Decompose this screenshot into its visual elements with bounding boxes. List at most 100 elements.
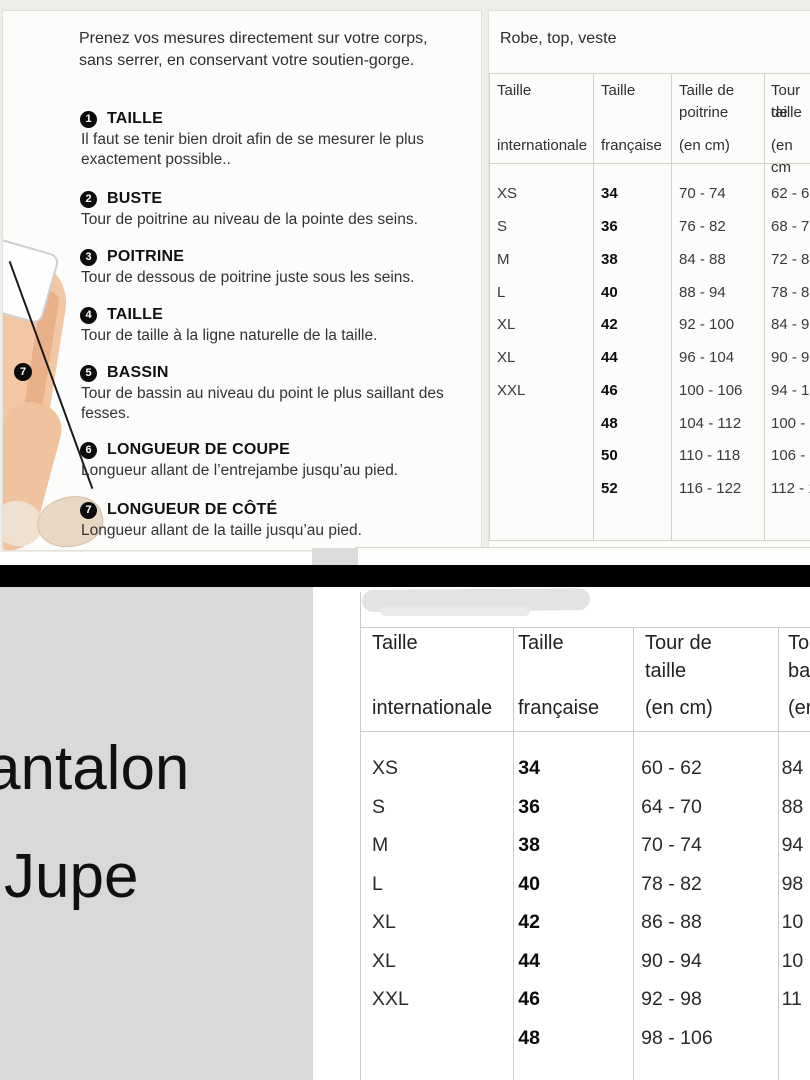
cell-tour-bassin: 88 — [781, 796, 804, 818]
table-row: M 38 84 - 88 72 - 84 — [489, 243, 810, 276]
cell-size-intl: XXL — [497, 382, 526, 399]
grid-line — [489, 163, 810, 164]
item-desc-line: Tour de poitrine au niveau de la pointe … — [81, 211, 418, 228]
col-header-tour-taille-2: taille — [645, 660, 687, 682]
cell-tour-taille: 112 - 1 — [771, 480, 810, 497]
cell-size-intl — [361, 1019, 511, 1057]
cell-size-fr: 50 — [601, 447, 618, 464]
table-row: XXL 46 92 - 98 11 — [361, 980, 810, 1018]
cell-size-intl: XS — [497, 185, 518, 202]
item-title: LONGUEUR DE COUPE — [107, 441, 290, 458]
cell-tour-taille: 84 - 92 — [771, 316, 810, 333]
cell-size-intl — [489, 407, 593, 440]
item-title: POITRINE — [107, 248, 185, 265]
cell-tour-bassin: 94 — [781, 834, 804, 856]
item-desc-line: Longueur allant de la taille jusqu’au pi… — [81, 522, 362, 539]
cell-tour-bassin: 98 — [781, 873, 804, 895]
label-pantalon: antalon — [0, 734, 190, 803]
cell-tour-bassin: 11 — [781, 988, 802, 1010]
table-row: 50 110 - 118 106 - 1 — [489, 439, 810, 472]
cell-tour-bassin: 10 — [781, 911, 804, 933]
col-header-tour-taille: Tour de — [771, 82, 801, 121]
cell-size-intl: XL — [497, 316, 516, 333]
cell-tour-taille: 86 - 88 — [641, 911, 702, 933]
gray-corner-artifact — [312, 548, 358, 565]
grid-line — [360, 592, 361, 1080]
intro-line-2: sans serrer, en conservant votre soutien… — [79, 51, 415, 69]
table-row: XL 42 92 - 100 84 - 92 — [489, 308, 810, 341]
cell-size-fr: 44 — [518, 950, 540, 972]
cell-size-fr: 34 — [601, 185, 618, 202]
grid-line — [778, 627, 779, 1080]
label-jupe: Jupe — [4, 842, 139, 911]
measure-item-longueur-cote: 7 LONGUEUR DE CÔTÉ Longueur allant de la … — [80, 501, 480, 541]
table-row: XL 44 96 - 104 90 - 96 — [489, 341, 810, 374]
cell-size-fr: 36 — [601, 218, 618, 235]
table-row: M 38 70 - 74 94 — [361, 826, 810, 864]
cell-tour-taille: 64 - 70 — [641, 796, 702, 818]
cell-size-fr: 38 — [518, 834, 540, 856]
cell-tour-taille: 90 - 94 — [641, 950, 702, 972]
intro-line-1: Prenez vos mesures directement sur votre… — [79, 30, 428, 47]
cell-size-fr: 52 — [601, 480, 618, 497]
cell-poitrine: 110 - 118 — [679, 447, 741, 464]
cell-tour-taille: 78 - 88 — [771, 284, 810, 301]
col-header-poitrine-unit: (en cm) — [679, 137, 730, 154]
cell-poitrine: 88 - 94 — [679, 284, 726, 301]
col-header-poitrine-2: poitrine — [679, 104, 729, 121]
cell-size-fr: 40 — [518, 873, 540, 895]
cell-size-fr: 40 — [601, 284, 618, 301]
cell-size-intl: XXL — [372, 988, 409, 1010]
intro-text: Prenez vos mesures directement sur votre… — [79, 28, 479, 71]
col-header-taille-intl-2: internationale — [372, 697, 493, 719]
measure-item-bassin: 5 BASSIN Tour de bassin au niveau du poin… — [80, 364, 480, 424]
grid-line — [671, 73, 672, 541]
cell-tour-taille: 100 - 1 — [771, 415, 810, 432]
col-header-tour-taille-2: taille — [771, 104, 802, 121]
cell-tour-taille: 98 - 106 — [641, 1027, 713, 1049]
measure-item-longueur-coupe: 6 LONGUEUR DE COUPE Longueur allant de l’… — [80, 441, 480, 481]
cell-size-intl: XL — [372, 950, 396, 972]
cell-poitrine: 70 - 74 — [679, 185, 726, 202]
table-row: 48 104 - 112 100 - 1 — [489, 407, 810, 440]
cell-size-fr: 42 — [518, 911, 540, 933]
col-header-tour-bassin-2: ba — [788, 660, 810, 682]
grid-line — [489, 73, 810, 74]
measure-item-taille-4: 4 TAILLE Tour de taille à la ligne nature… — [80, 306, 480, 346]
cell-tour-bassin: 10 — [781, 950, 804, 972]
cell-tour-taille: 106 - 1 — [771, 447, 810, 464]
cell-size-fr: 34 — [518, 757, 540, 779]
robe-table-title: Robe, top, veste — [500, 30, 617, 47]
cell-size-intl: S — [372, 796, 386, 818]
col-header-taille-intl: Taille — [372, 632, 418, 654]
robe-top-veste-panel — [488, 10, 810, 551]
cell-size-fr: 36 — [518, 796, 540, 818]
table-row: S 36 76 - 82 68 - 76 — [489, 210, 810, 243]
item-number-badge: 3 — [80, 248, 97, 266]
cell-tour-taille: 90 - 96 — [771, 349, 810, 366]
cell-size-fr: 44 — [601, 349, 618, 366]
cell-tour-taille: 78 - 82 — [641, 873, 702, 895]
table-row: XS 34 70 - 74 62 - 66 — [489, 177, 810, 210]
table-row: L 40 78 - 82 98 — [361, 865, 810, 903]
table-row: XXL 46 100 - 106 94 - 10 — [489, 374, 810, 407]
col-header-tour-bassin-unit: (er — [788, 697, 810, 719]
table-row: XL 44 90 - 94 10 — [361, 942, 810, 980]
cell-size-intl: L — [497, 284, 506, 301]
table-row: XS 34 60 - 62 84 — [361, 749, 810, 787]
cell-tour-taille: 70 - 74 — [641, 834, 702, 856]
grid-line — [489, 73, 490, 541]
pantalon-jupe-label-panel — [0, 587, 313, 1080]
cell-tour-taille: 60 - 62 — [641, 757, 702, 779]
item-number-badge: 1 — [80, 110, 97, 128]
item-number-badge: 2 — [80, 190, 97, 208]
cell-tour-taille: 62 - 66 — [771, 185, 810, 202]
table-row: L 40 88 - 94 78 - 88 — [489, 276, 810, 309]
col-header-tour-taille-unit: (en cm — [771, 137, 793, 176]
item-desc-line: fesses. — [81, 405, 131, 422]
table-row: S 36 64 - 70 88 — [361, 788, 810, 826]
grid-line — [360, 627, 810, 628]
col-header-taille-fr-2: française — [518, 697, 600, 719]
cell-tour-taille: 92 - 98 — [641, 988, 702, 1010]
